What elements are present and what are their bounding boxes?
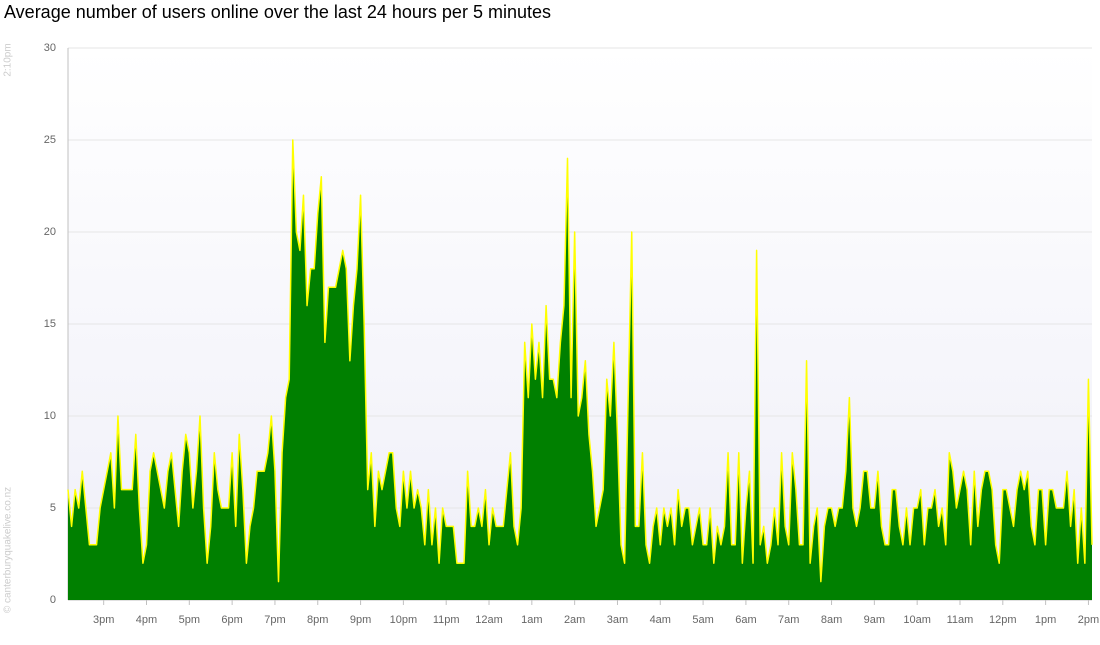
x-tick-label: 3pm (93, 614, 114, 626)
x-tick-label: 9pm (350, 614, 371, 626)
x-tick-label: 10am (903, 614, 931, 626)
y-tick-label: 20 (44, 226, 56, 238)
y-tick-label: 15 (44, 318, 56, 330)
x-tick-label: 12pm (989, 614, 1017, 626)
x-tick-label: 1am (521, 614, 542, 626)
x-tick-label: 4pm (136, 614, 157, 626)
y-tick-label: 25 (44, 134, 56, 146)
x-tick-label: 4am (650, 614, 671, 626)
x-tick-label: 2am (564, 614, 585, 626)
y-tick-label: 0 (50, 594, 56, 606)
x-tick-label: 9am (864, 614, 885, 626)
x-tick-label: 2pm (1078, 614, 1099, 626)
credit: © canterburyquakelive.co.nz (3, 487, 14, 613)
x-tick-label: 5pm (179, 614, 200, 626)
x-tick-label: 5am (692, 614, 713, 626)
x-tick-label: 7pm (264, 614, 285, 626)
x-tick-label: 1pm (1035, 614, 1056, 626)
x-tick-label: 3am (607, 614, 628, 626)
x-tick-label: 11am (947, 614, 974, 626)
x-tick-label: 8pm (307, 614, 328, 626)
chart-title: Average number of users online over the … (4, 2, 551, 22)
x-tick-label: 6am (735, 614, 756, 626)
x-tick-label: 10pm (390, 614, 418, 626)
y-tick-label: 10 (44, 410, 56, 422)
start-label: 2:10pm (3, 43, 14, 76)
x-tick-label: 12am (475, 614, 503, 626)
x-tick-label: 6pm (221, 614, 242, 626)
x-tick-label: 11pm (433, 614, 460, 626)
area (68, 140, 1092, 600)
y-tick-label: 5 (50, 502, 56, 514)
line (67, 139, 1093, 583)
y-tick-label: 30 (44, 42, 56, 54)
x-tick-label: 7am (778, 614, 799, 626)
x-tick-label: 8am (821, 614, 842, 626)
